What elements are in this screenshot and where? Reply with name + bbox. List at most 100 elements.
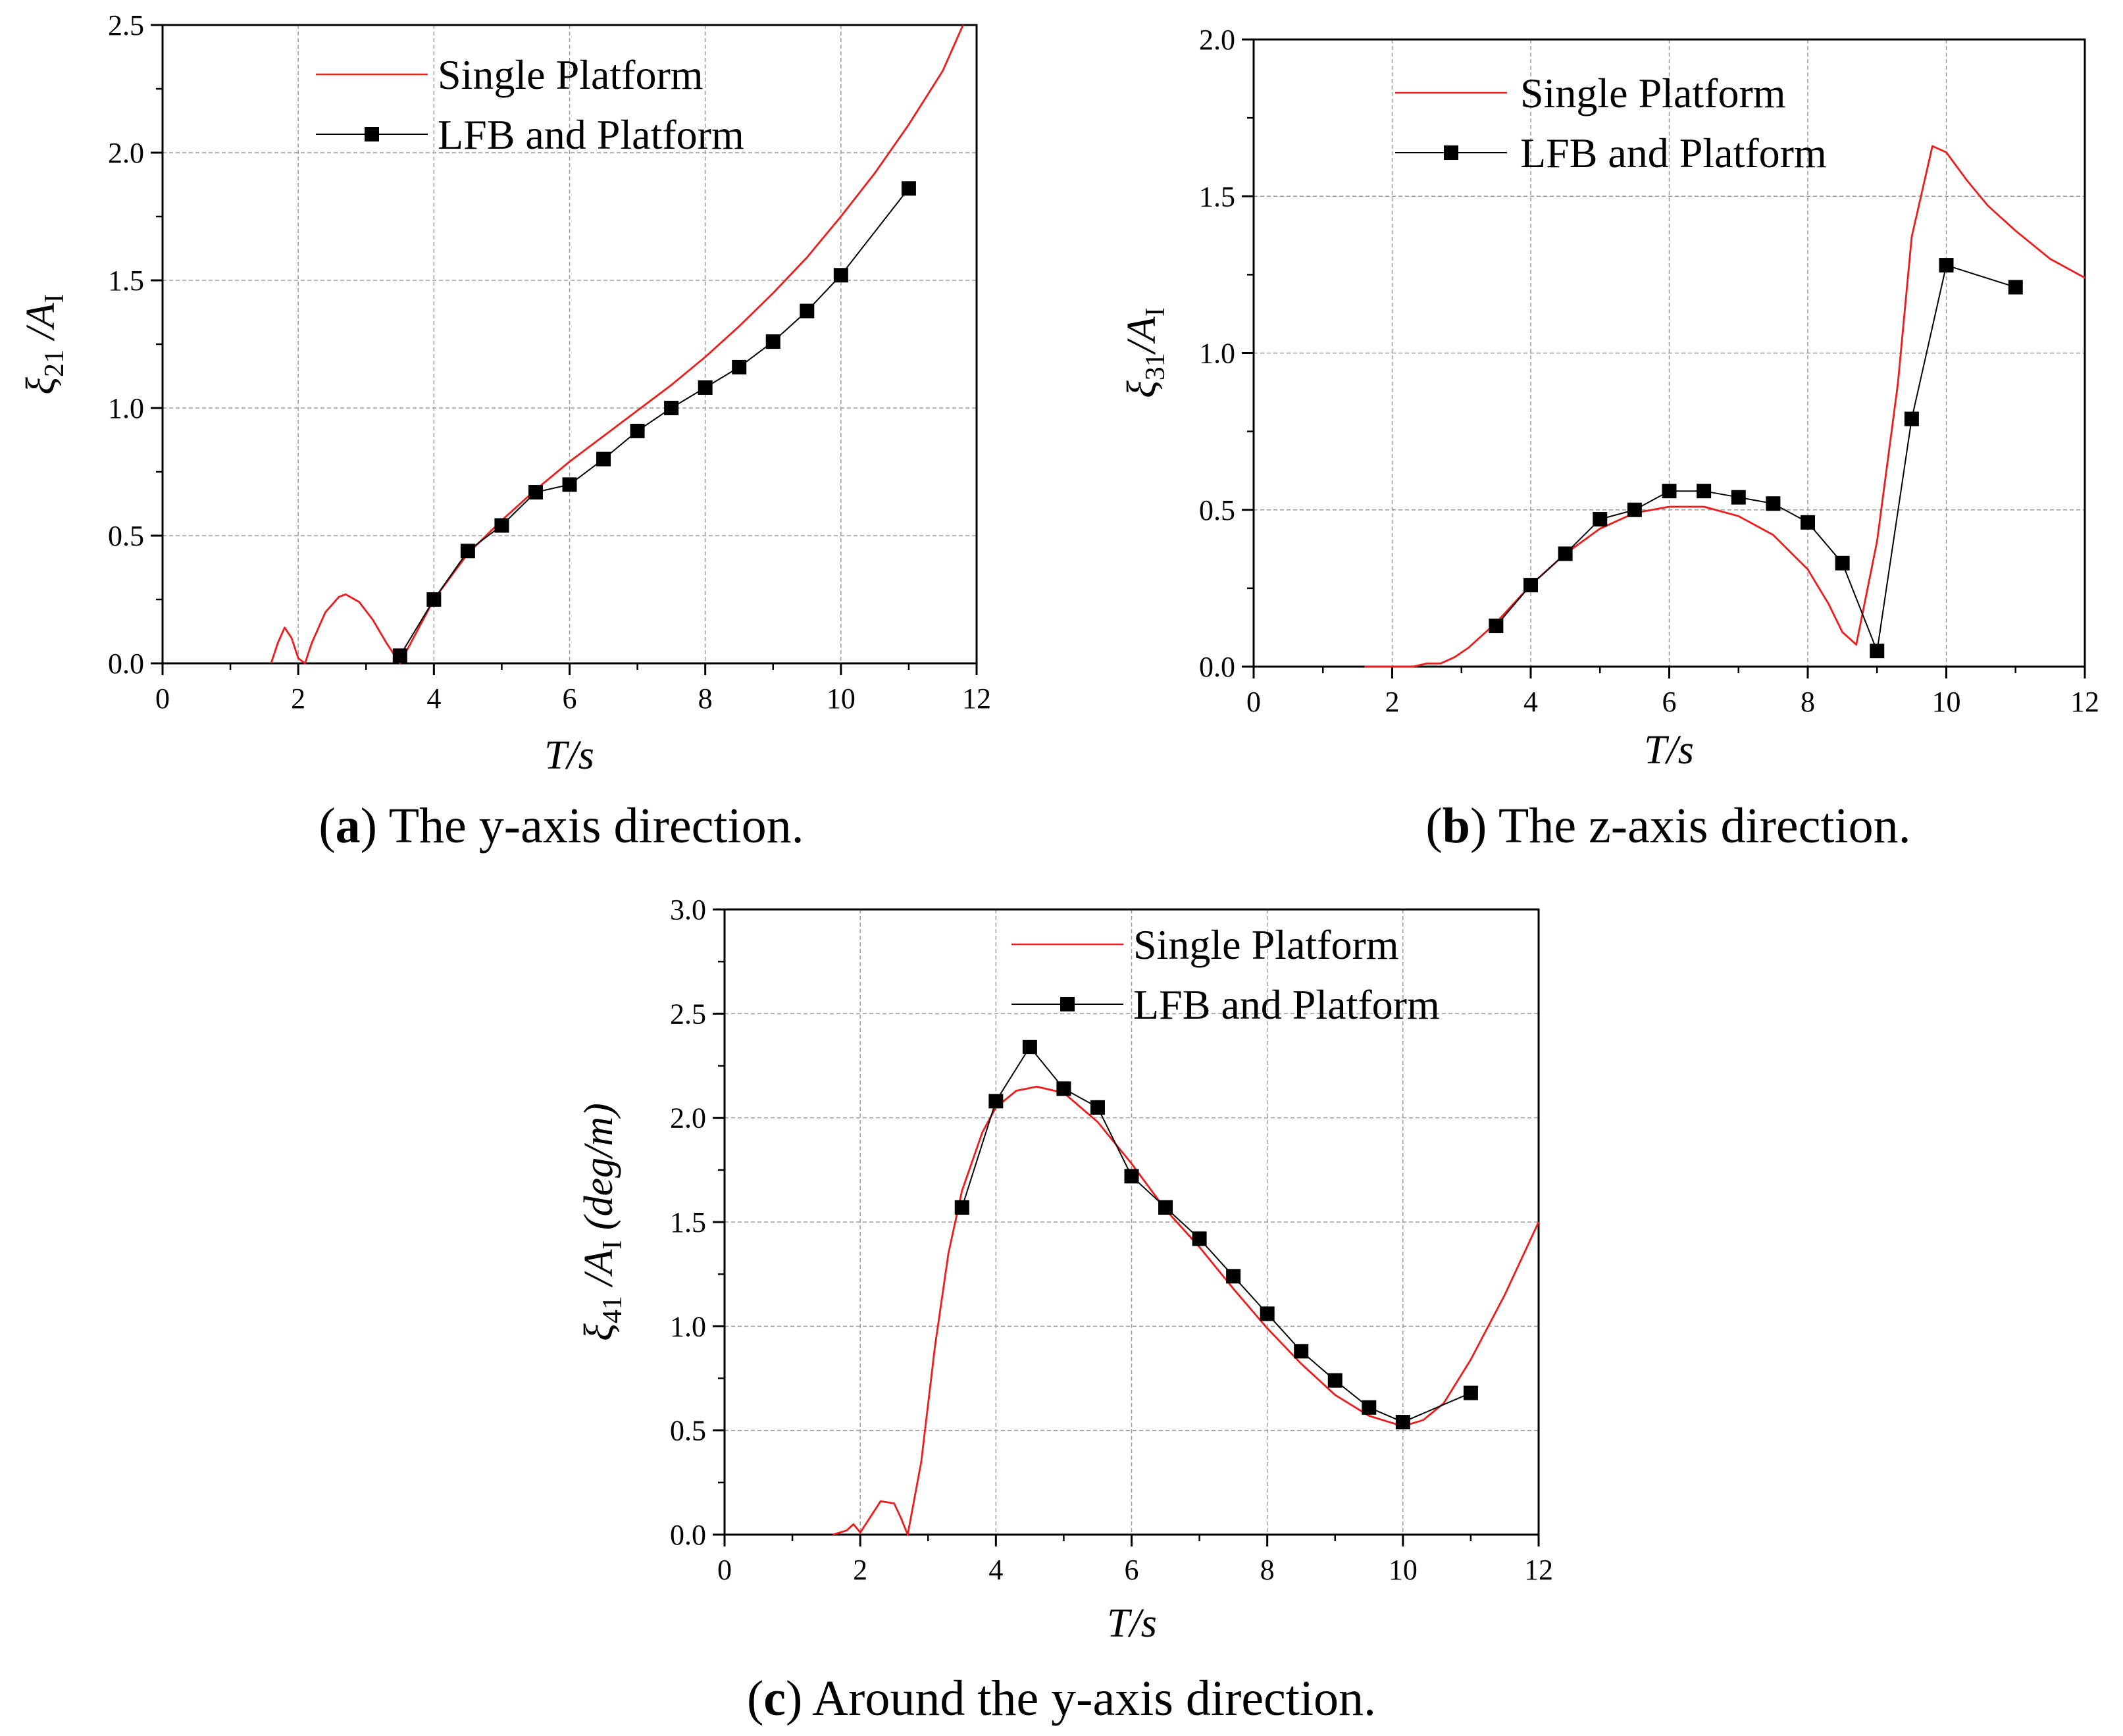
y-tick-label: 1.5	[670, 1206, 706, 1238]
data-point-lfb-and-platform	[460, 544, 475, 559]
y-tick-label: 2.0	[108, 137, 144, 169]
series-line-lfb-and-platform	[399, 188, 909, 656]
y-axis-label: ξ41 /AI (deg/m)	[576, 1103, 628, 1340]
legend-marker-lfb	[1444, 145, 1458, 160]
series-group	[270, 24, 964, 665]
data-point-lfb-and-platform	[800, 303, 815, 319]
x-tick-label: 0	[1246, 686, 1261, 718]
data-point-lfb-and-platform	[1523, 578, 1538, 593]
data-point-lfb-and-platform	[1226, 1269, 1241, 1284]
x-tick-label: 0	[717, 1554, 732, 1586]
data-point-lfb-and-platform	[1731, 490, 1746, 505]
caption: (a) The y-axis direction.	[319, 798, 804, 854]
series-line-lfb-and-platform	[1495, 265, 2016, 652]
x-tick-label: 12	[1524, 1554, 1553, 1586]
data-point-lfb-and-platform	[1362, 1400, 1377, 1415]
x-tick-label: 8	[698, 682, 713, 715]
series-line-single-platform	[270, 24, 964, 665]
y-tick-label: 3.0	[670, 894, 706, 926]
data-point-lfb-and-platform	[1395, 1415, 1410, 1429]
x-tick-label: 6	[563, 682, 577, 715]
data-point-lfb-and-platform	[1327, 1373, 1343, 1388]
axis-ticks: 0 2 4 6 8 10 12 0.0 0.5 1.0 1.5 2.0	[1199, 24, 2099, 718]
data-point-lfb-and-platform	[988, 1094, 1004, 1109]
data-point-lfb-and-platform	[698, 380, 713, 395]
chart-panel-c: 0 2 4 6 8 10 12 0.0 0.5 1.0 1.5 2.0 2.5 3.0 Single Pl…	[576, 894, 1553, 1726]
grid-lines	[1254, 39, 2085, 667]
y-tick-label: 2.5	[108, 9, 144, 41]
y-tick-label: 2.5	[670, 998, 706, 1030]
axis-ticks: 0 2 4 6 8 10 12 0.0 0.5 1.0 1.5 2.0 2.5	[108, 9, 991, 715]
axis-ticks: 0 2 4 6 8 10 12 0.0 0.5 1.0 1.5 2.0 2.5 3.0	[670, 894, 1553, 1586]
y-tick-label: 1.5	[1199, 180, 1235, 213]
data-point-lfb-and-platform	[1593, 512, 1608, 527]
y-tick-label: 1.0	[670, 1310, 706, 1342]
legend-marker-lfb	[365, 127, 379, 141]
x-tick-label: 8	[1801, 686, 1815, 718]
legend-label-lfb: LFB and Platform	[1133, 981, 1440, 1028]
data-point-lfb-and-platform	[1801, 515, 1815, 530]
data-point-lfb-and-platform	[732, 359, 747, 374]
data-point-lfb-and-platform	[1124, 1169, 1139, 1184]
data-point-lfb-and-platform	[664, 401, 679, 415]
x-tick-label: 0	[155, 682, 170, 715]
data-point-lfb-and-platform	[1835, 555, 1850, 571]
data-point-lfb-and-platform	[954, 1200, 969, 1215]
data-point-lfb-and-platform	[833, 268, 848, 283]
y-tick-label: 0.0	[108, 648, 144, 680]
data-point-lfb-and-platform	[494, 518, 509, 533]
data-point-lfb-and-platform	[1662, 484, 1677, 499]
data-point-lfb-and-platform	[1260, 1306, 1275, 1321]
series-group	[832, 1040, 1540, 1536]
data-point-lfb-and-platform	[1192, 1231, 1207, 1246]
data-point-lfb-and-platform	[1904, 411, 1919, 426]
series-line-single-platform	[1364, 145, 2085, 668]
data-point-lfb-and-platform	[1939, 258, 1954, 273]
x-tick-label: 2	[1385, 686, 1400, 718]
legend-label-lfb: LFB and Platform	[438, 111, 744, 158]
x-tick-label: 12	[962, 682, 991, 715]
x-tick-label: 10	[1932, 686, 1961, 718]
legend-label-single: Single Platform	[1133, 921, 1399, 968]
legend: Single Platform LFB and Platform	[316, 51, 744, 158]
y-tick-label: 0.0	[1199, 651, 1235, 683]
chart-panel-a: 0 2 4 6 8 10 12 0.0 0.5 1.0 1.5 2.0 2.5 Single Platf…	[18, 9, 991, 854]
caption: (b) The z-axis direction.	[1425, 798, 1910, 854]
data-point-lfb-and-platform	[1056, 1081, 1071, 1096]
data-point-lfb-and-platform	[562, 477, 577, 492]
caption: (c) Around the y-axis direction.	[747, 1671, 1376, 1726]
y-tick-label: 1.5	[108, 265, 144, 297]
legend-label-lfb: LFB and Platform	[1520, 130, 1827, 176]
data-point-lfb-and-platform	[1870, 644, 1885, 659]
y-tick-label: 2.0	[670, 1102, 706, 1135]
data-point-lfb-and-platform	[1697, 484, 1712, 499]
grid-lines	[725, 909, 1539, 1535]
y-tick-label: 0.5	[1199, 494, 1235, 526]
series-group	[1364, 145, 2085, 668]
y-tick-label: 0.0	[670, 1519, 706, 1551]
data-point-lfb-and-platform	[1294, 1344, 1309, 1359]
data-point-lfb-and-platform	[596, 451, 611, 467]
data-point-lfb-and-platform	[901, 181, 916, 196]
legend-marker-lfb	[1060, 997, 1075, 1011]
y-axis-label: ξ21 /AI	[18, 294, 70, 394]
legend: Single Platform LFB and Platform	[1395, 70, 1827, 176]
data-point-lfb-and-platform	[2008, 280, 2023, 295]
y-tick-label: 0.5	[670, 1415, 706, 1447]
x-tick-label: 4	[1523, 686, 1538, 718]
x-axis-label: T/s	[544, 733, 594, 778]
data-point-lfb-and-platform	[1463, 1385, 1478, 1400]
data-point-lfb-and-platform	[1022, 1040, 1037, 1054]
data-point-lfb-and-platform	[426, 592, 442, 607]
y-axis-label: ξ31/AI	[1119, 307, 1171, 398]
x-tick-label: 4	[988, 1554, 1003, 1586]
legend-label-single: Single Platform	[438, 51, 703, 98]
y-tick-label: 1.0	[1199, 338, 1235, 370]
x-tick-label: 4	[426, 682, 441, 715]
data-point-lfb-and-platform	[528, 485, 543, 500]
x-tick-label: 10	[1389, 1554, 1418, 1586]
x-tick-label: 2	[291, 682, 305, 715]
legend: Single Platform LFB and Platform	[1011, 921, 1440, 1028]
y-tick-label: 1.0	[108, 392, 144, 424]
x-tick-label: 6	[1125, 1554, 1139, 1586]
